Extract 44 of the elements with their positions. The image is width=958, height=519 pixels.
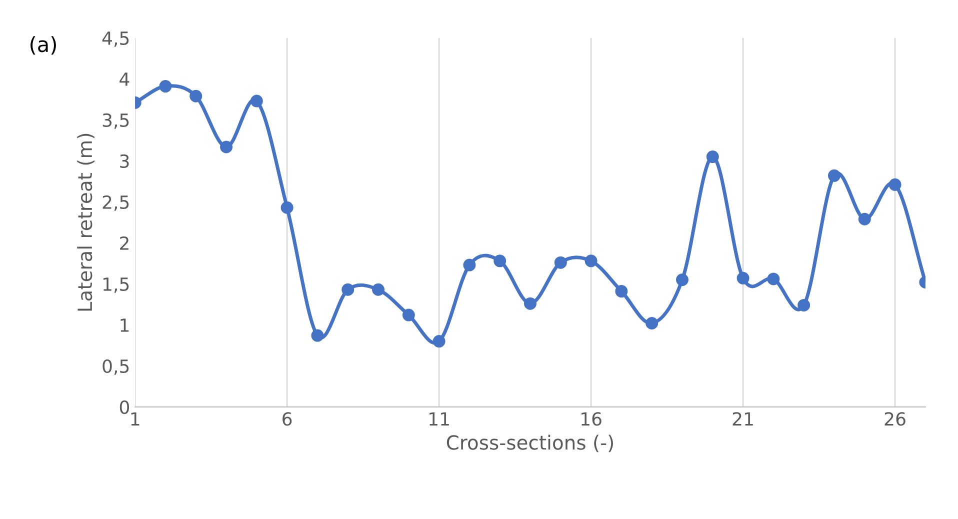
x-tick-label: 26: [884, 412, 906, 426]
point: [828, 169, 840, 182]
x-tick-label: 6: [282, 412, 292, 426]
y-tick-label: 4,5: [102, 32, 129, 47]
y-tick-label: 2,5: [102, 195, 129, 211]
point: [250, 94, 263, 108]
y-tick-label: 1,5: [103, 278, 129, 293]
point: [524, 297, 537, 310]
point: [615, 285, 628, 298]
point: [342, 283, 354, 296]
point: [280, 201, 294, 214]
point: [798, 298, 810, 312]
x-tick-label: 21: [732, 412, 753, 426]
text: (a): [30, 36, 56, 55]
point: [311, 329, 324, 342]
point: [432, 335, 446, 348]
point: [402, 308, 415, 322]
x-tick-label: 16: [582, 412, 602, 426]
point: [858, 212, 871, 226]
point: [646, 317, 658, 330]
y-tick-label: 3: [120, 154, 129, 168]
point: [463, 258, 476, 272]
point: [706, 150, 719, 164]
y-tick-label: 4: [120, 72, 130, 86]
point: [494, 254, 506, 268]
point: [554, 256, 567, 269]
point: [767, 272, 780, 286]
point: [190, 90, 202, 102]
point: [736, 272, 750, 284]
point: [888, 178, 902, 191]
y-tick-label: 0,5: [102, 359, 129, 375]
point: [220, 140, 233, 154]
x-tick-label: 11: [430, 412, 449, 426]
point: [584, 254, 598, 268]
y-tick-label: 1: [120, 318, 129, 332]
y-axis-title: Lateral retreat (m): [77, 134, 94, 311]
point: [676, 274, 688, 286]
x-tick-label: 1: [131, 412, 140, 426]
point: [159, 80, 172, 93]
y-tick-label: 3,5: [102, 113, 129, 129]
y-tick-label: 0: [120, 400, 130, 414]
point: [372, 283, 385, 296]
x-axis-title: Cross-sections (-): [446, 434, 614, 452]
y-tick-label: 2: [120, 236, 128, 250]
